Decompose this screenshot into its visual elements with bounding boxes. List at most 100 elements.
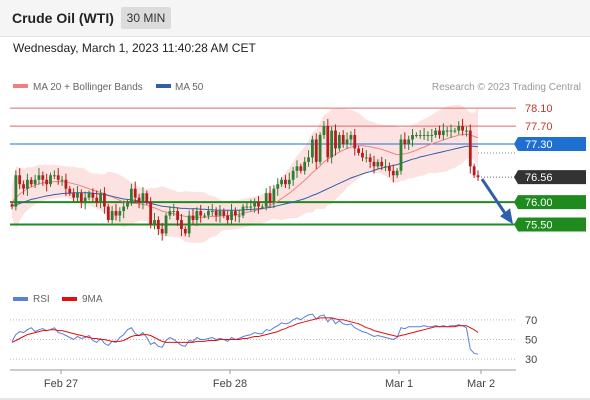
rsi-plot: 70 50 30 — [10, 313, 537, 366]
candle-body — [357, 148, 361, 153]
forecast-arrow-shaft — [480, 178, 509, 218]
x-tick-label: Feb 28 — [213, 378, 247, 390]
candle-body — [253, 202, 257, 207]
instrument-title: Crude Oil (WTI) — [12, 10, 114, 26]
price-plot: 78.10 77.70 77.30 76.56 76.00 75.50 — [10, 103, 586, 243]
candle-body — [133, 188, 137, 198]
candle-body — [465, 130, 468, 132]
candle-body — [172, 211, 176, 213]
timeframe-badge[interactable]: 30 MIN — [121, 7, 171, 29]
candle-body — [137, 197, 141, 203]
candle-body — [376, 161, 380, 167]
candle-body — [472, 166, 476, 176]
candle-body — [314, 139, 318, 162]
candle-body — [76, 193, 79, 198]
candle-body — [411, 135, 414, 140]
level-label-76-56: 76.56 — [525, 172, 553, 184]
candle-body — [122, 206, 126, 212]
candle-body — [245, 206, 249, 208]
candle-body — [26, 179, 29, 189]
candle-body — [233, 211, 237, 216]
candle-body — [83, 197, 87, 203]
candle-body — [10, 204, 14, 207]
rsi-legend-label: RSI — [33, 294, 50, 305]
rsi-ma-legend-swatch — [62, 297, 77, 301]
candle-body — [187, 215, 191, 234]
candle-body — [361, 152, 364, 158]
level-tag-75-50 — [514, 217, 586, 232]
candle-body — [322, 126, 326, 136]
candle-body — [191, 215, 195, 221]
candle-body — [438, 130, 441, 136]
rsi-line — [11, 313, 479, 355]
candle-body — [183, 228, 187, 234]
candle-body — [461, 126, 464, 131]
candle-body — [41, 175, 45, 180]
candle-body — [284, 179, 287, 185]
candle-body — [287, 179, 291, 185]
candle-body — [214, 211, 218, 216]
candle-body — [180, 220, 183, 229]
candle-body — [68, 188, 72, 194]
candle-body — [418, 135, 422, 137]
candle-body — [106, 206, 110, 221]
candle-body — [280, 179, 283, 185]
candle-body — [14, 175, 18, 207]
candle-body — [391, 170, 395, 176]
candle-body — [87, 193, 91, 198]
candle-body — [380, 161, 384, 167]
candle-body — [45, 179, 49, 185]
x-tick-label: Feb 27 — [44, 378, 78, 390]
candle-body — [384, 166, 387, 168]
candle-body — [153, 220, 156, 225]
candle-body — [414, 135, 418, 137]
bollinger-band — [12, 104, 478, 243]
candle-body — [388, 166, 391, 171]
candle-body — [145, 193, 149, 203]
candle-body — [260, 206, 264, 208]
header-bar: Crude Oil (WTI) 30 MIN — [0, 0, 590, 37]
candle-body — [407, 139, 411, 144]
candle-body — [218, 211, 222, 216]
rsi-ma-line — [11, 317, 479, 343]
credit-text: Research © 2023 Trading Central — [432, 82, 581, 93]
candle-body — [22, 184, 25, 189]
candle-body — [37, 175, 41, 180]
candle-body — [264, 193, 268, 207]
candle-body — [326, 126, 330, 158]
forecast-arrow-head — [500, 208, 513, 225]
candle-body — [368, 157, 372, 162]
candle-body — [310, 139, 314, 158]
candle-body — [203, 215, 206, 217]
ma50-legend-swatch — [156, 84, 171, 88]
candle-body — [126, 202, 129, 207]
candle-body — [129, 188, 133, 203]
candle-body — [18, 175, 22, 185]
rsi-tick-30: 30 — [525, 354, 537, 366]
candle-body — [29, 179, 33, 185]
level-tag-77-30 — [514, 136, 586, 151]
x-axis: Feb 27 Feb 28 Mar 1 Mar 2 — [44, 370, 495, 390]
level-tag-76-00 — [514, 195, 586, 210]
candle-body — [60, 179, 64, 181]
rsi-tick-50: 50 — [525, 334, 537, 346]
level-label-77-70: 77.70 — [525, 121, 553, 133]
candle-body — [230, 211, 233, 221]
candle-body — [364, 157, 368, 159]
candle-body — [468, 130, 472, 167]
candle-body — [241, 206, 245, 216]
candle-body — [110, 211, 114, 221]
candle-body — [199, 211, 203, 216]
candle-body — [353, 135, 357, 149]
candle-body — [445, 130, 449, 132]
candle-body — [33, 179, 37, 185]
candle-body — [307, 157, 310, 162]
candle-body — [156, 220, 160, 229]
candle-body — [268, 193, 272, 203]
candle-body — [257, 202, 260, 207]
candle-body — [341, 135, 345, 144]
candle-body — [114, 211, 118, 216]
candle-body — [149, 202, 153, 225]
candle-body — [222, 211, 226, 216]
candle-body — [457, 126, 461, 131]
